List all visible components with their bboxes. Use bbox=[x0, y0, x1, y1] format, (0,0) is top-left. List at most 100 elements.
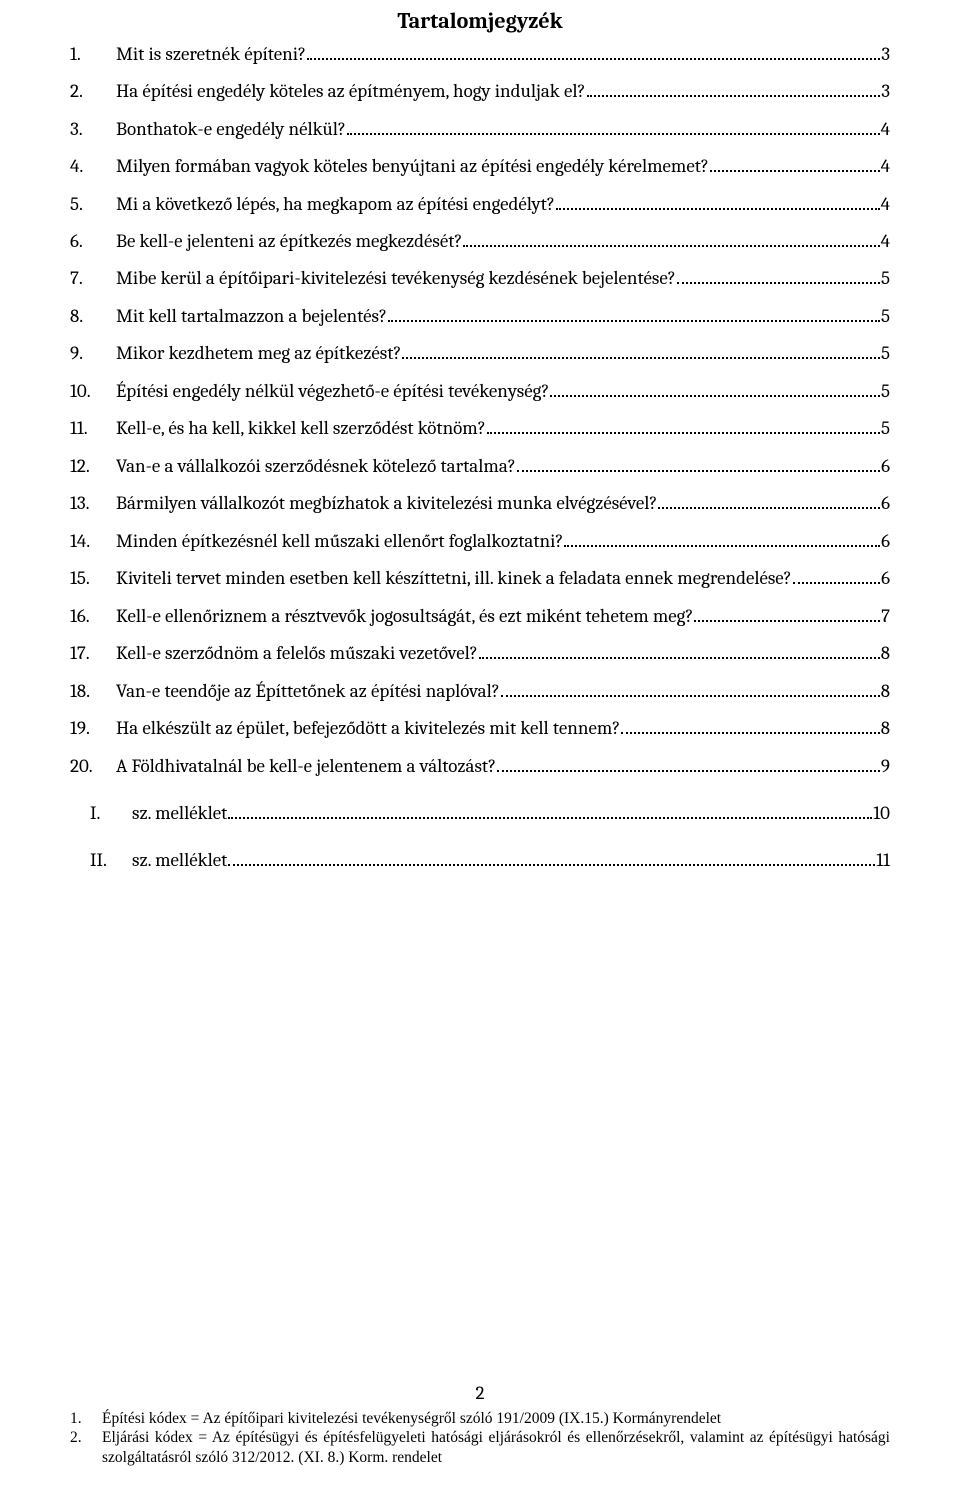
toc-entry-number: 4. bbox=[70, 155, 116, 178]
footnotes: 1.Építési kódex = Az építőipari kivitele… bbox=[70, 1409, 890, 1467]
toc-entry-text: Bármilyen vállalkozót megbízhatok a kivi… bbox=[116, 492, 657, 515]
toc-entry-page: 6 bbox=[881, 492, 890, 515]
toc-entry[interactable]: 1.Mit is szeretnék építeni? 3 bbox=[70, 42, 890, 65]
toc-entry-page: 3 bbox=[881, 43, 890, 66]
toc-leader-dots bbox=[501, 680, 880, 697]
toc-entry-page: 8 bbox=[881, 680, 890, 703]
toc-entry-text: Ha elkészült az épület, befejeződött a k… bbox=[116, 717, 620, 740]
page: Tartalomjegyzék 1.Mit is szeretnék építe… bbox=[0, 0, 960, 1485]
toc-entry[interactable]: 5.Mi a következő lépés, ha megkapom az é… bbox=[70, 192, 890, 215]
toc-entry[interactable]: 13.Bármilyen vállalkozót megbízhatok a k… bbox=[70, 492, 890, 515]
toc-entry-page: 4 bbox=[881, 193, 890, 216]
toc-entry-number: 14. bbox=[70, 530, 116, 553]
toc-entry-number: 7. bbox=[70, 267, 116, 290]
toc-entry[interactable]: 18.Van-e teendője az Építtetőnek az épít… bbox=[70, 680, 890, 703]
toc-entry[interactable]: 14.Minden építkezésnél kell műszaki elle… bbox=[70, 530, 890, 553]
toc-entry[interactable]: 7.Mibe kerül a építőipari-kivitelezési t… bbox=[70, 267, 890, 290]
toc-leader-dots bbox=[228, 849, 875, 866]
toc-entry-number: 9. bbox=[70, 342, 116, 365]
toc-entry[interactable]: 9.Mikor kezdhetem meg az építkezést? 5 bbox=[70, 342, 890, 365]
footnote: 2.Eljárási kódex = Az építésügyi és épít… bbox=[70, 1428, 890, 1467]
toc-entry-number: 12. bbox=[70, 455, 116, 478]
footnote-text: Építési kódex = Az építőipari kivitelezé… bbox=[102, 1409, 890, 1428]
toc-entry-text: Van-e teendője az Építtetőnek az építési… bbox=[116, 680, 500, 703]
toc-entry-text: Ha építési engedély köteles az építménye… bbox=[116, 80, 586, 103]
toc-entry-number: 1. bbox=[70, 43, 116, 66]
toc-entry-text: Bonthatok-e engedély nélkül? bbox=[116, 118, 346, 141]
toc-leader-dots bbox=[587, 80, 881, 97]
toc-leader-dots bbox=[677, 267, 880, 284]
toc-entry-number: 8. bbox=[70, 305, 116, 328]
toc-entry[interactable]: 2.Ha építési engedély köteles az építmén… bbox=[70, 80, 890, 103]
toc-entry-number: 6. bbox=[70, 230, 116, 253]
toc-leader-dots bbox=[497, 755, 880, 772]
toc-leader-dots bbox=[487, 417, 880, 434]
toc-entry-number: 16. bbox=[70, 605, 116, 628]
toc-entry-text: A Földhivatalnál be kell-e jelentenem a … bbox=[116, 755, 496, 778]
toc-entry-text: Építési engedély nélkül végezhető-e épít… bbox=[116, 380, 549, 403]
toc-entry[interactable]: I.sz. melléklet10 bbox=[70, 802, 890, 825]
toc-entry-number: 5. bbox=[70, 193, 116, 216]
toc-entry-number: 15. bbox=[70, 567, 116, 590]
toc-entry-page: 5 bbox=[881, 305, 890, 328]
toc-entry[interactable]: 6.Be kell-e jelenteni az építkezés megke… bbox=[70, 230, 890, 253]
toc-entry-number: 19. bbox=[70, 717, 116, 740]
toc-entry-page: 4 bbox=[881, 118, 890, 141]
toc-leader-dots bbox=[793, 567, 880, 584]
toc-entry[interactable]: 3.Bonthatok-e engedély nélkül?4 bbox=[70, 117, 890, 140]
toc-entry-number: 18. bbox=[70, 680, 116, 703]
toc-entry-page: 5 bbox=[881, 342, 890, 365]
toc-entry-page: 8 bbox=[881, 717, 890, 740]
toc-entry-text: Kell-e, és ha kell, kikkel kell szerződé… bbox=[116, 417, 486, 440]
toc-leader-dots bbox=[564, 530, 880, 547]
toc-entry-text: Van-e a vállalkozói szerződésnek kötelez… bbox=[116, 455, 516, 478]
toc-entry-page: 4 bbox=[881, 230, 890, 253]
toc-entry[interactable]: 16.Kell-e ellenőriznem a résztvevők jogo… bbox=[70, 605, 890, 628]
toc-entry-text: Kiviteli tervet minden esetben kell kész… bbox=[116, 567, 792, 590]
toc-leader-dots bbox=[621, 717, 879, 734]
toc-entry-number: II. bbox=[70, 849, 132, 872]
toc-entry-text: Be kell-e jelenteni az építkezés megkezd… bbox=[116, 230, 462, 253]
page-number: 2 bbox=[0, 1382, 960, 1405]
toc-entry-page: 5 bbox=[881, 267, 890, 290]
toc-leader-dots bbox=[556, 192, 880, 209]
toc-entry[interactable]: II.sz. melléklet 11 bbox=[70, 849, 890, 872]
toc-entry-text: sz. melléklet bbox=[132, 802, 227, 825]
toc-entry-page: 5 bbox=[881, 380, 890, 403]
toc-entry[interactable]: 4.Milyen formában vagyok köteles benyújt… bbox=[70, 155, 890, 178]
toc-entry-number: 2. bbox=[70, 80, 116, 103]
toc-entry-page: 4 bbox=[881, 155, 890, 178]
toc-entry-number: 10. bbox=[70, 380, 116, 403]
toc-entry-text: Mibe kerül a építőipari-kivitelezési tev… bbox=[116, 267, 676, 290]
toc-entry-number: 20. bbox=[70, 755, 116, 778]
toc-entry-text: Minden építkezésnél kell műszaki ellenőr… bbox=[116, 530, 563, 553]
toc-entry-page: 8 bbox=[881, 642, 890, 665]
toc-entry[interactable]: 20.A Földhivatalnál be kell-e jelentenem… bbox=[70, 755, 890, 778]
toc-leader-dots bbox=[550, 380, 880, 397]
toc-entry-page: 6 bbox=[881, 455, 890, 478]
toc-leader-dots bbox=[658, 492, 880, 509]
toc-entry[interactable]: 17.Kell-e szerződnöm a felelős műszaki v… bbox=[70, 642, 890, 665]
toc-entry-page: 3 bbox=[881, 80, 890, 103]
toc-entry[interactable]: 12.Van-e a vállalkozói szerződésnek köte… bbox=[70, 455, 890, 478]
toc-entry-text: Mi a következő lépés, ha megkapom az épí… bbox=[116, 193, 555, 216]
toc-entry-text: sz. melléklet bbox=[132, 849, 227, 872]
toc-entry[interactable]: 8.Mit kell tartalmazzon a bejelentés? 5 bbox=[70, 305, 890, 328]
toc-leader-dots bbox=[694, 605, 880, 622]
toc-entry[interactable]: 10.Építési engedély nélkül végezhető-e é… bbox=[70, 380, 890, 403]
toc-entry-page: 10 bbox=[873, 802, 890, 825]
toc-entry-text: Mit kell tartalmazzon a bejelentés? bbox=[116, 305, 387, 328]
toc-entry-text: Mikor kezdhetem meg az építkezést? bbox=[116, 342, 401, 365]
toc-entry-page: 5 bbox=[881, 417, 890, 440]
toc-leader-dots bbox=[463, 230, 879, 247]
toc-entry[interactable]: 11.Kell-e, és ha kell, kikkel kell szerz… bbox=[70, 417, 890, 440]
toc-entry-text: Mit is szeretnék építeni? bbox=[116, 43, 306, 66]
toc-entry[interactable]: 19.Ha elkészült az épület, befejeződött … bbox=[70, 717, 890, 740]
toc-entry-number: 11. bbox=[70, 417, 116, 440]
toc-entry-text: Kell-e szerződnöm a felelős műszaki veze… bbox=[116, 642, 478, 665]
toc-leader-dots bbox=[517, 455, 880, 472]
toc-entry-page: 11 bbox=[876, 849, 890, 872]
toc-entry[interactable]: 15.Kiviteli tervet minden esetben kell k… bbox=[70, 567, 890, 590]
toc-leader-dots bbox=[307, 42, 880, 59]
toc-entry-page: 6 bbox=[881, 567, 890, 590]
